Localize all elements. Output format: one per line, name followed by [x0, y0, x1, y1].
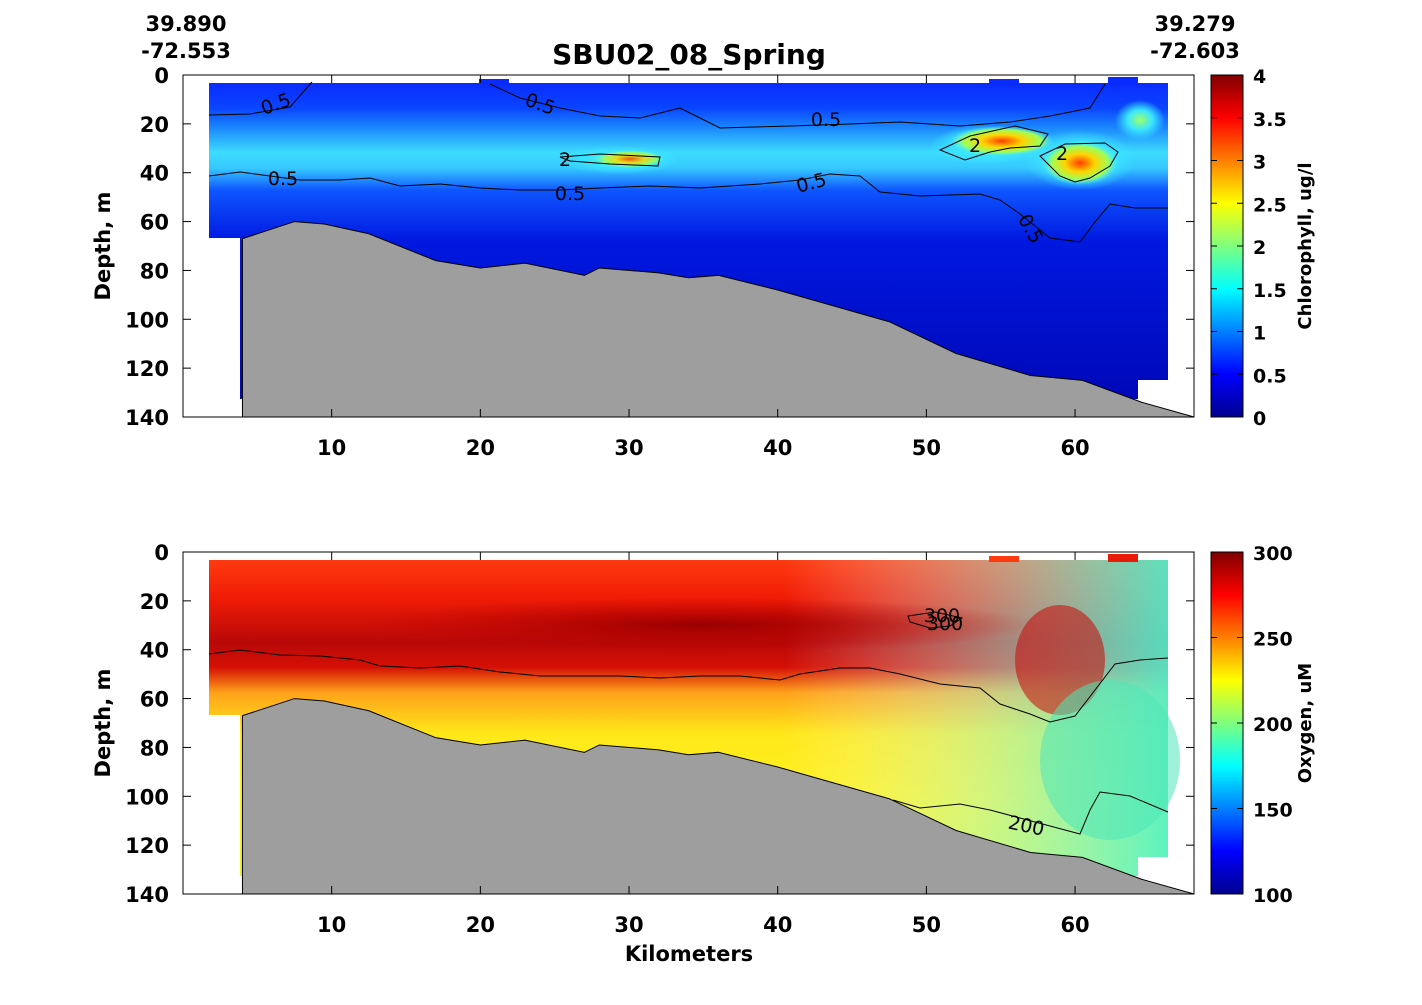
contour-label: 300	[924, 605, 960, 627]
right-longitude: -72.603	[1150, 39, 1240, 63]
y-tick-label: 20	[140, 590, 169, 614]
colorbar-tick-label: 150	[1253, 800, 1293, 822]
y-tick-label: 40	[140, 162, 169, 186]
chlorophyll-contours	[208, 81, 1168, 243]
colorbar-tick-label: 0.5	[1253, 365, 1287, 387]
y-tick-label: 120	[125, 834, 169, 858]
colorbar-tick-label: 1.5	[1253, 280, 1287, 302]
chlorophyll-panel: 0.5 0.5 0.5 0.5 0.5 0.5 0.5 2 2 2 10 20 30…	[91, 64, 1316, 460]
x-tick-label: 50	[912, 436, 941, 460]
left-longitude: -72.553	[141, 39, 231, 63]
x-tick-label: 30	[614, 913, 643, 937]
oxygen-panel: 300 300 200 10 20 30 40 50 60 0 20 40 60 80 100 120 1…	[91, 541, 1316, 966]
colorbar-tick-label: 100	[1253, 885, 1293, 907]
colorbar-tick-label: 200	[1253, 714, 1293, 736]
y-axis-label: Depth, m	[91, 192, 115, 301]
right-latitude: 39.279	[1154, 12, 1235, 36]
y-tick-label: 80	[140, 736, 169, 760]
colorbar-tick-label: 3	[1253, 152, 1266, 174]
colorbar-tick-label: 4	[1253, 66, 1266, 88]
oxygen-contours	[208, 611, 1169, 835]
x-tick-label: 60	[1060, 913, 1089, 937]
left-latitude: 39.890	[145, 12, 226, 36]
contour-label: 2	[559, 149, 571, 171]
contour-label: 0.5	[555, 183, 585, 205]
y-tick-label: 0	[154, 64, 169, 88]
colorbar-tick-label: 1	[1253, 323, 1266, 345]
contour-label: 0.5	[268, 168, 298, 190]
y-tick-label: 20	[140, 113, 169, 137]
plot-frame	[182, 74, 1195, 418]
x-tick-label: 30	[614, 436, 643, 460]
contour-label: 2	[1056, 143, 1068, 165]
plot-frame	[182, 551, 1195, 895]
colorbar-tick-label: 300	[1253, 543, 1293, 565]
colorbar-label: Oxygen, uM	[1295, 663, 1316, 783]
chart-title: SBU02_08_Spring	[552, 38, 826, 71]
x-tick-label: 10	[317, 436, 346, 460]
colorbar-label: Chlorophyll, ug/l	[1295, 162, 1316, 329]
contour-label: 300	[927, 613, 963, 635]
x-tick-label: 10	[317, 913, 346, 937]
colorbar-tick-label: 0	[1253, 408, 1266, 430]
x-axis-label: Kilometers	[625, 942, 753, 966]
y-tick-label: 140	[125, 406, 169, 430]
x-tick-label: 40	[763, 436, 792, 460]
bottom-terrain	[241, 698, 1195, 895]
y-tick-label: 80	[140, 259, 169, 283]
y-axis-label: Depth, m	[91, 669, 115, 778]
colorbar-tick-label: 250	[1253, 629, 1293, 651]
bottom-terrain	[241, 221, 1195, 418]
colorbar-tick-label: 2.5	[1253, 194, 1287, 216]
y-tick-label: 60	[140, 688, 169, 712]
contour-label: 2	[969, 135, 981, 157]
x-tick-label: 50	[912, 913, 941, 937]
x-tick-label: 60	[1060, 436, 1089, 460]
y-tick-label: 40	[140, 639, 169, 663]
colorbar-tick-label: 3.5	[1253, 109, 1287, 131]
x-tick-label: 40	[763, 913, 792, 937]
y-tick-label: 140	[125, 883, 169, 907]
x-tick-label: 20	[466, 913, 495, 937]
x-tick-label: 20	[466, 436, 495, 460]
y-tick-label: 100	[125, 785, 169, 809]
y-tick-label: 0	[154, 541, 169, 565]
y-tick-label: 60	[140, 211, 169, 235]
colorbar-tick-label: 2	[1253, 237, 1266, 259]
y-tick-label: 100	[125, 308, 169, 332]
y-tick-label: 120	[125, 357, 169, 381]
contour-label: 0.5	[811, 109, 841, 131]
